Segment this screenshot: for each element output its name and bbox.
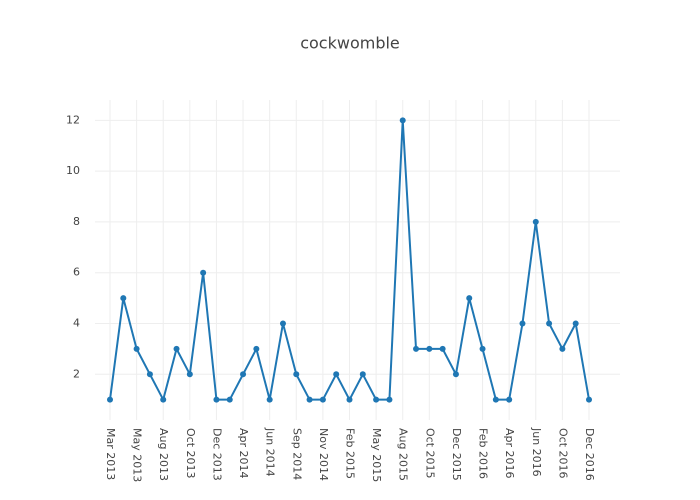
x-tick-label: Aug 2013: [157, 428, 170, 481]
y-tick-label: 12: [66, 113, 80, 126]
x-tick-label: Dec 2016: [583, 428, 596, 481]
x-tick-label: Oct 2015: [423, 428, 436, 479]
x-tick-label: Feb 2016: [477, 428, 490, 479]
marker: [173, 345, 180, 352]
x-tick-label: Apr 2016: [503, 428, 516, 479]
marker: [319, 396, 326, 403]
marker: [519, 320, 526, 327]
marker: [492, 396, 499, 403]
x-tick-label: May 2015: [370, 428, 383, 482]
x-tick-label: Dec 2015: [450, 428, 463, 481]
marker: [466, 295, 473, 302]
marker: [200, 269, 207, 276]
marker: [107, 396, 113, 403]
x-tick-label: Oct 2013: [184, 428, 197, 479]
marker: [359, 371, 366, 378]
marker: [226, 396, 233, 403]
marker: [186, 371, 193, 378]
x-tick-label: Jun 2016: [530, 427, 543, 477]
y-tick-label: 2: [73, 367, 80, 380]
marker: [532, 218, 539, 225]
x-tick-label: Apr 2014: [237, 428, 250, 479]
y-tick-label: 8: [73, 215, 80, 228]
x-tick-label: Aug 2015: [397, 428, 410, 481]
marker: [452, 371, 459, 378]
x-tick-label: Sep 2014: [290, 428, 303, 480]
x-tick-label: May 2013: [131, 428, 144, 482]
x-tick-label: Jun 2014: [264, 427, 277, 477]
marker: [240, 371, 247, 378]
x-tick-label: Dec 2013: [210, 428, 223, 481]
marker: [559, 345, 566, 352]
marker: [373, 396, 380, 403]
marker: [213, 396, 220, 403]
marker: [306, 396, 313, 403]
marker: [506, 396, 513, 403]
marker: [279, 320, 286, 327]
marker: [426, 345, 433, 352]
marker: [160, 396, 167, 403]
marker: [293, 371, 300, 378]
y-tick-label: 4: [73, 316, 80, 329]
marker: [346, 396, 353, 403]
x-tick-label: Nov 2014: [317, 428, 330, 481]
marker: [399, 117, 406, 124]
marker: [253, 345, 260, 352]
marker: [479, 345, 486, 352]
marker: [133, 345, 140, 352]
marker: [266, 396, 273, 403]
marker: [546, 320, 553, 327]
y-tick-label: 10: [66, 164, 80, 177]
x-tick-label: Feb 2015: [344, 428, 357, 479]
y-tick-label: 6: [73, 266, 80, 279]
marker: [413, 345, 420, 352]
chart-title: cockwomble: [300, 34, 400, 53]
marker: [386, 396, 393, 403]
x-tick-label: Mar 2013: [104, 428, 117, 480]
marker: [439, 345, 446, 352]
marker: [146, 371, 153, 378]
marker: [572, 320, 579, 327]
marker: [120, 295, 127, 302]
x-tick-label: Oct 2016: [556, 428, 569, 479]
marker: [333, 371, 340, 378]
marker: [586, 396, 592, 403]
